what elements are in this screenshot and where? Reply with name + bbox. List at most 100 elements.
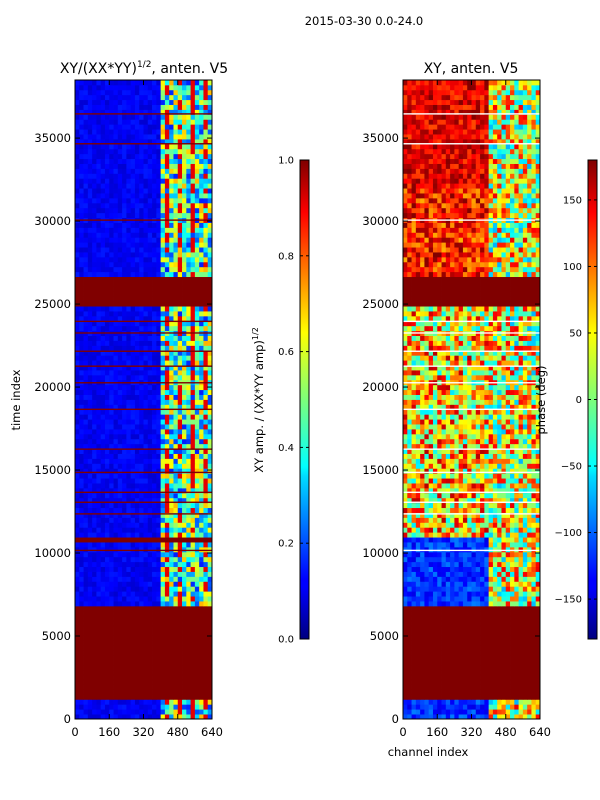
amp-heatmap-cell — [92, 134, 97, 140]
amp-heatmap-cell — [147, 473, 153, 479]
amp-heatmap-cell — [173, 84, 179, 91]
amp-heatmap-cell — [104, 286, 110, 292]
amp-heatmap-cell — [117, 296, 123, 302]
phase-heatmap-cell — [458, 635, 464, 641]
amp-heatmap-cell — [100, 433, 106, 440]
amp-heatmap-cell — [139, 153, 144, 160]
amp-heatmap-cell — [152, 581, 157, 587]
phase-heatmap-cell — [445, 650, 451, 656]
amp-heatmap-cell — [109, 256, 114, 263]
amp-heatmap-cell — [173, 306, 179, 312]
amp-heatmap-cell — [203, 581, 209, 587]
phase-heatmap-cell — [480, 669, 485, 676]
phase-heatmap-cell — [471, 664, 477, 671]
amp-heatmap-cell — [122, 458, 127, 464]
amp-heatmap-cell — [190, 335, 196, 341]
amp-heatmap-cell — [100, 99, 106, 105]
amp-heatmap-cell — [186, 601, 191, 607]
amp-heatmap-cell — [190, 542, 196, 548]
amp-heatmap-cell — [122, 242, 127, 248]
amp-heatmap-cell — [96, 256, 102, 263]
amp-heatmap-cell — [126, 551, 132, 558]
amp-heatmap-cell — [160, 193, 166, 199]
phase-heatmap-cell — [450, 605, 455, 612]
amp-heatmap-cell — [169, 320, 174, 327]
phase-heatmap-cell — [411, 640, 417, 646]
amp-heatmap-cell — [83, 635, 89, 641]
amp-heatmap-cell — [126, 158, 132, 164]
amp-heatmap-cell — [92, 256, 97, 263]
amp-heatmap-cell — [134, 143, 140, 150]
amp-heatmap-cell — [199, 532, 204, 538]
amp-heatmap-cell — [156, 389, 162, 395]
amp-heatmap-cell — [203, 134, 209, 140]
amp-heatmap-cell — [126, 596, 132, 602]
amp-heatmap-cell — [143, 635, 149, 641]
amp-heatmap-cell — [152, 512, 157, 518]
amp-heatmap-cell — [156, 399, 162, 405]
amp-heatmap-cell — [109, 586, 114, 592]
amp-heatmap-cell — [126, 394, 132, 400]
amp-heatmap-cell — [92, 650, 97, 656]
amp-heatmap-cell — [134, 419, 140, 425]
amp-heatmap-cell — [96, 320, 102, 327]
amp-heatmap-streak — [75, 365, 212, 367]
amp-heatmap-cell — [177, 605, 183, 612]
y-tick-label: 15000 — [34, 463, 71, 477]
amp-heatmap-cell — [134, 242, 140, 248]
phase-heatmap-cell — [518, 669, 524, 676]
amp-heatmap-cell — [143, 84, 149, 91]
amp-heatmap-cell — [92, 365, 97, 371]
amp-heatmap-cell — [186, 212, 191, 219]
amp-heatmap-cell — [152, 709, 157, 715]
phase-heatmap-cell — [527, 684, 532, 690]
phase-heatmap-cell — [480, 615, 485, 622]
amp-heatmap-cell — [152, 551, 157, 558]
phase-heatmap-cell — [450, 620, 455, 627]
amp-heatmap-cell — [194, 350, 200, 356]
phase-heatmap-cell — [518, 679, 524, 685]
amp-heatmap-cell — [164, 566, 170, 572]
amp-heatmap-cell — [75, 448, 80, 454]
amp-heatmap-cell — [92, 468, 97, 474]
amp-heatmap-cell — [160, 433, 166, 440]
amp-heatmap-cell — [104, 306, 110, 312]
phase-heatmap-cell — [531, 655, 537, 661]
amp-heatmap-cell — [113, 443, 119, 450]
amp-heatmap-cell — [117, 119, 123, 125]
amp-heatmap-cell — [186, 315, 191, 322]
amp-heatmap-cell — [186, 522, 191, 528]
amp-heatmap-cell — [152, 271, 157, 278]
amp-heatmap-cell — [130, 124, 136, 130]
amp-heatmap-cell — [83, 546, 89, 553]
amp-heatmap-cell — [177, 153, 183, 160]
amp-heatmap-cell — [156, 571, 162, 577]
amp-heatmap-cell — [113, 247, 119, 253]
phase-heatmap-cell — [531, 605, 537, 612]
amp-heatmap-cell — [75, 138, 80, 145]
amp-heatmap-cell — [190, 306, 196, 312]
phase-heatmap-cell — [475, 630, 481, 636]
amp-heatmap-cell — [109, 640, 114, 646]
phase-heatmap-cell — [403, 635, 408, 641]
amp-heatmap-cell — [113, 129, 119, 135]
amp-heatmap-cell — [190, 546, 196, 553]
amp-heatmap-cell — [182, 561, 187, 568]
amp-heatmap-cell — [87, 202, 93, 209]
phase-heatmap-cell — [535, 684, 540, 690]
amp-heatmap-cell — [177, 247, 183, 253]
amp-heatmap-cell — [147, 134, 153, 140]
amp-heatmap-cell — [182, 684, 187, 690]
phase-heatmap-cell — [514, 615, 519, 622]
amp-heatmap-cell — [203, 296, 209, 302]
amp-heatmap-cell — [203, 163, 209, 169]
amp-heatmap-cell — [160, 443, 166, 450]
amp-heatmap-cell — [186, 556, 191, 563]
amp-heatmap-cell — [87, 193, 93, 199]
amp-heatmap-cell — [75, 247, 80, 253]
phase-heatmap-cell — [450, 709, 455, 715]
amp-heatmap-cell — [79, 487, 84, 494]
amp-heatmap-cell — [134, 507, 140, 513]
phase-heatmap-cell — [420, 679, 425, 685]
amp-heatmap-cell — [87, 389, 93, 395]
